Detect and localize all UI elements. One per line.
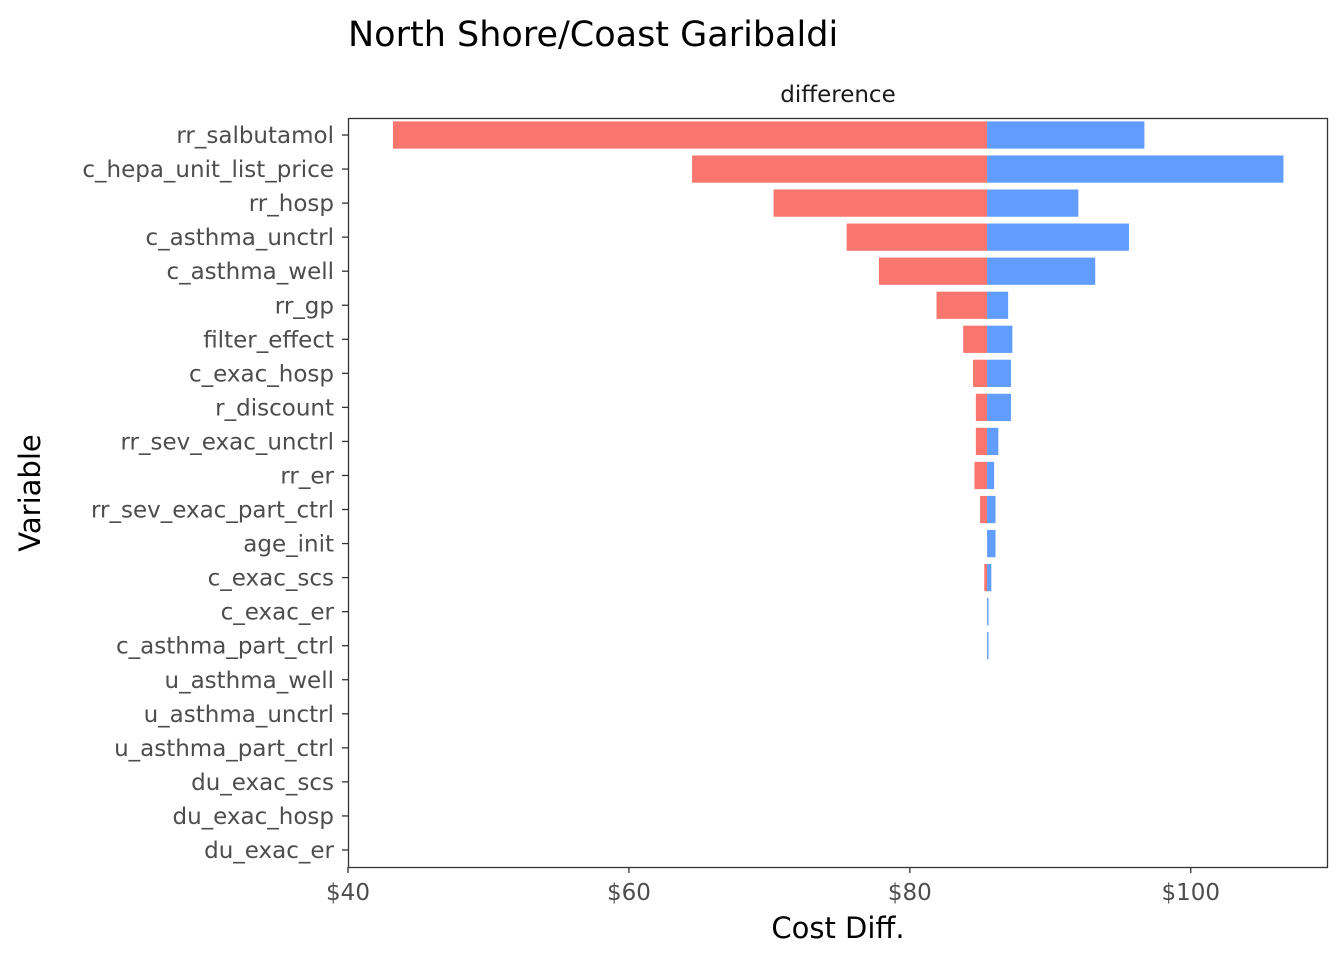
bar-high: [987, 223, 1129, 251]
bar-high: [987, 461, 995, 490]
panel-border: [347, 117, 1329, 869]
bar-high: [987, 257, 1096, 285]
bar-high: [987, 529, 996, 558]
bar-low: [846, 223, 988, 251]
bar-low: [974, 461, 988, 490]
bar-low: [963, 325, 988, 353]
y-tick-label: rr_hosp: [249, 191, 334, 217]
y-tick-label: c_asthma_part_ctrl: [116, 634, 334, 660]
bar-high: [987, 291, 1009, 319]
y-tick-label: r_discount: [215, 395, 334, 421]
y-tick-label: c_exac_hosp: [189, 361, 334, 387]
y-tick-label: rr_sev_exac_part_ctrl: [91, 498, 334, 524]
bar-high: [987, 393, 1011, 422]
y-tick-label: u_asthma_part_ctrl: [114, 736, 334, 762]
bar-high: [987, 495, 996, 524]
bar-low: [392, 121, 988, 149]
x-axis: $40 $60 $80 $100: [326, 867, 1220, 906]
bar-high: [987, 632, 989, 660]
y-tick-label: du_exac_scs: [191, 770, 334, 796]
y-tick-label: rr_salbutamol: [176, 123, 334, 149]
bar-low: [975, 427, 988, 456]
y-tick-label: age_init: [243, 532, 334, 558]
bar-low: [980, 495, 988, 524]
bar-low: [773, 189, 988, 217]
y-tick-label: c_asthma_unctrl: [146, 225, 334, 251]
bar-high: [987, 121, 1145, 149]
y-tick-label: c_hepa_unit_list_price: [82, 157, 334, 183]
x-tick-label: $60: [607, 880, 651, 906]
x-tick-label: $100: [1161, 880, 1220, 906]
bar-low: [692, 155, 988, 183]
bar-high: [987, 189, 1079, 217]
x-tick-label: $40: [326, 880, 370, 906]
bar-high: [987, 564, 992, 592]
y-tick-label: c_asthma_well: [166, 259, 334, 285]
facet-strip-label: difference: [780, 82, 895, 108]
y-tick-label: rr_gp: [275, 293, 334, 319]
bar-high: [987, 155, 1284, 183]
y-tick-label: c_exac_er: [221, 600, 335, 626]
bars-layer: [392, 121, 1284, 660]
bar-low: [878, 257, 988, 285]
bar-low: [984, 564, 988, 592]
bar-low: [936, 291, 988, 319]
chart-title: North Shore/Coast Garibaldi: [348, 15, 838, 55]
x-tick-label: $80: [888, 880, 932, 906]
x-axis-title: Cost Diff.: [771, 911, 904, 945]
y-axis-title: Variable: [13, 434, 47, 551]
y-axis: rr_salbutamol c_hepa_unit_list_price rr_ho…: [82, 123, 348, 864]
y-tick-label: u_asthma_well: [165, 668, 335, 694]
bar-high: [987, 598, 989, 626]
y-tick-label: rr_er: [280, 463, 334, 489]
y-tick-label: filter_effect: [203, 327, 334, 353]
y-tick-label: c_exac_scs: [208, 566, 334, 592]
y-tick-label: du_exac_er: [204, 838, 334, 864]
bar-high: [987, 325, 1013, 353]
bar-high: [987, 427, 999, 456]
bar-high: [987, 359, 1011, 387]
y-tick-label: du_exac_hosp: [172, 804, 334, 830]
y-tick-label: u_asthma_unctrl: [144, 702, 334, 728]
bar-low: [973, 359, 988, 387]
y-tick-label: rr_sev_exac_unctrl: [120, 429, 334, 455]
bar-low: [975, 393, 988, 422]
